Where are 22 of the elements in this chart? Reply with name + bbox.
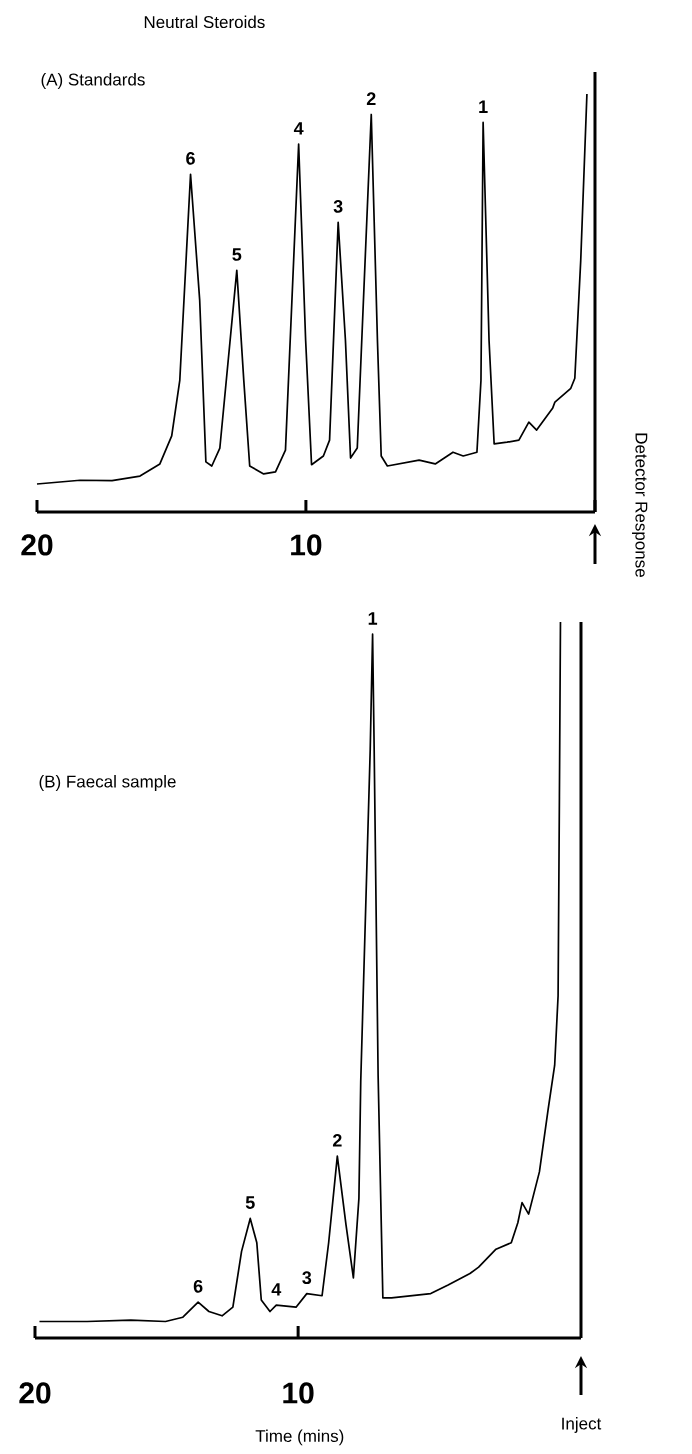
annotation: 1 [479, 100, 488, 113]
x-tick-label: 10 [283, 1382, 314, 1404]
text: (B) Faecal sample [39, 775, 176, 791]
annotation: 4 [271, 1283, 282, 1296]
annotation: 3 [333, 200, 343, 213]
chart-subtitle: (A) Standards [41, 73, 145, 89]
annotation: 2 [332, 1134, 342, 1147]
annotation: 1 [368, 612, 378, 625]
chart-title: Neutral Steroids [144, 15, 265, 29]
annotation: 6 [186, 151, 195, 165]
annotation: 3 [302, 1271, 312, 1285]
annotation: 6 [193, 1279, 203, 1293]
x-axis-title: Time (mins) [255, 1429, 344, 1446]
x-tick-label: 20 [19, 1382, 51, 1404]
annotation: 5 [245, 1196, 255, 1209]
x-tick-label: 10 [291, 534, 322, 556]
annotation: 2 [366, 92, 376, 105]
annotation: 5 [232, 248, 242, 261]
x-tick-label: 20 [21, 534, 53, 556]
y-axis-title: Detector Response [632, 433, 648, 577]
text: Inject [562, 1417, 602, 1433]
annotation: 4 [293, 122, 304, 135]
